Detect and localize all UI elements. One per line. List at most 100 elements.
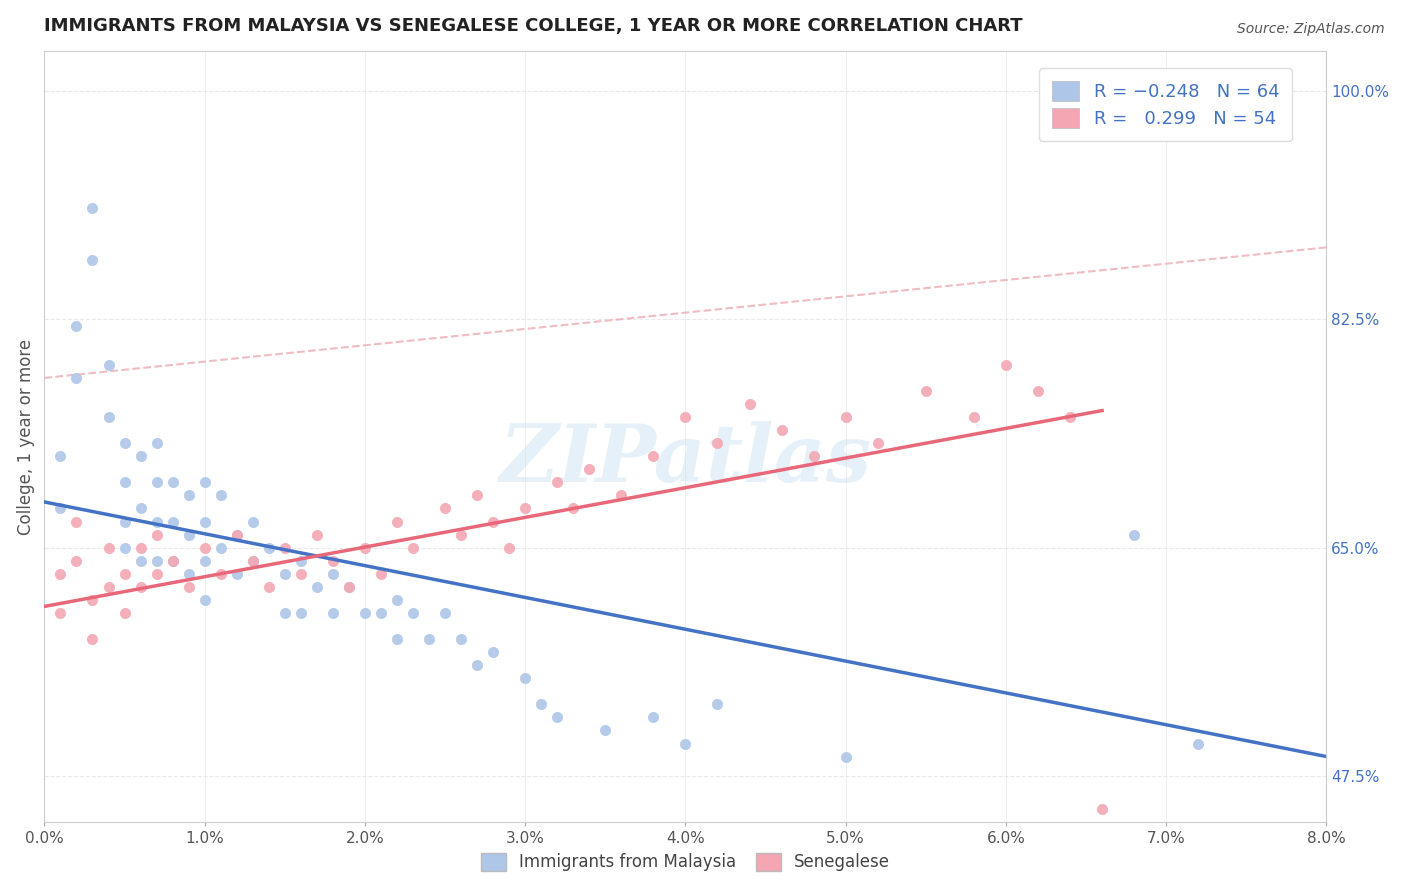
Point (129, 501, 152, 516)
Point (242, 554, 264, 568)
Point (465, 658, 488, 673)
Point (337, 580, 360, 594)
Point (322, 566, 344, 581)
Point (145, 515, 167, 529)
Point (337, 580, 360, 594)
Point (402, 541, 425, 555)
Point (354, 606, 377, 620)
Point (994, 358, 1017, 372)
Point (65, 318, 87, 333)
Text: Source: ZipAtlas.com: Source: ZipAtlas.com (1237, 22, 1385, 37)
Point (643, 450, 665, 464)
Point (65, 515, 87, 529)
Point (194, 541, 217, 555)
Point (97, 358, 120, 372)
Point (97, 410, 120, 425)
Point (194, 475, 217, 490)
Y-axis label: College, 1 year or more: College, 1 year or more (17, 339, 35, 534)
Point (49, 606, 72, 620)
Point (209, 488, 232, 502)
Point (65, 371, 87, 385)
Point (274, 566, 297, 581)
Point (97, 541, 120, 555)
Point (385, 593, 408, 607)
Point (675, 737, 697, 751)
Point (385, 515, 408, 529)
Point (209, 541, 232, 555)
Point (515, 671, 537, 685)
Point (194, 554, 217, 568)
Point (515, 501, 537, 516)
Point (402, 606, 425, 620)
Point (643, 710, 665, 724)
Point (162, 475, 184, 490)
Point (290, 606, 312, 620)
Point (145, 527, 167, 541)
Point (177, 580, 200, 594)
Point (129, 450, 152, 464)
Point (162, 515, 184, 529)
Point (834, 749, 856, 764)
Point (482, 645, 505, 659)
Point (578, 462, 600, 476)
Point (257, 541, 280, 555)
Point (114, 436, 136, 450)
Point (274, 541, 297, 555)
Point (610, 488, 633, 502)
Point (225, 527, 247, 541)
Point (97, 580, 120, 594)
Point (706, 436, 728, 450)
Point (418, 632, 440, 646)
Point (450, 632, 472, 646)
Text: ZIPatlas: ZIPatlas (499, 421, 872, 499)
Point (1026, 384, 1049, 398)
Point (370, 566, 392, 581)
Point (914, 384, 936, 398)
Point (129, 554, 152, 568)
Point (450, 527, 472, 541)
Point (706, 698, 728, 712)
Point (866, 436, 889, 450)
Point (1187, 737, 1209, 751)
Point (114, 541, 136, 555)
Point (482, 515, 505, 529)
Point (162, 554, 184, 568)
Point (738, 397, 761, 411)
Point (242, 515, 264, 529)
Point (803, 450, 825, 464)
Point (194, 593, 217, 607)
Point (546, 475, 568, 490)
Point (834, 410, 856, 425)
Point (177, 488, 200, 502)
Point (434, 501, 457, 516)
Point (145, 436, 167, 450)
Point (162, 554, 184, 568)
Point (354, 541, 377, 555)
Text: IMMIGRANTS FROM MALAYSIA VS SENEGALESE COLLEGE, 1 YEAR OR MORE CORRELATION CHART: IMMIGRANTS FROM MALAYSIA VS SENEGALESE C… (45, 17, 1024, 35)
Point (177, 527, 200, 541)
Point (49, 450, 72, 464)
Point (546, 710, 568, 724)
Point (595, 723, 617, 738)
Point (114, 606, 136, 620)
Point (114, 515, 136, 529)
Point (114, 566, 136, 581)
Point (370, 606, 392, 620)
Point (225, 527, 247, 541)
Point (1123, 527, 1146, 541)
Point (305, 527, 328, 541)
Point (322, 554, 344, 568)
Point (675, 410, 697, 425)
Point (65, 554, 87, 568)
Point (129, 580, 152, 594)
Point (963, 410, 986, 425)
Point (114, 475, 136, 490)
Point (498, 541, 520, 555)
Point (305, 580, 328, 594)
Point (145, 566, 167, 581)
Point (465, 488, 488, 502)
Point (322, 606, 344, 620)
Point (209, 566, 232, 581)
Point (242, 554, 264, 568)
Point (290, 554, 312, 568)
